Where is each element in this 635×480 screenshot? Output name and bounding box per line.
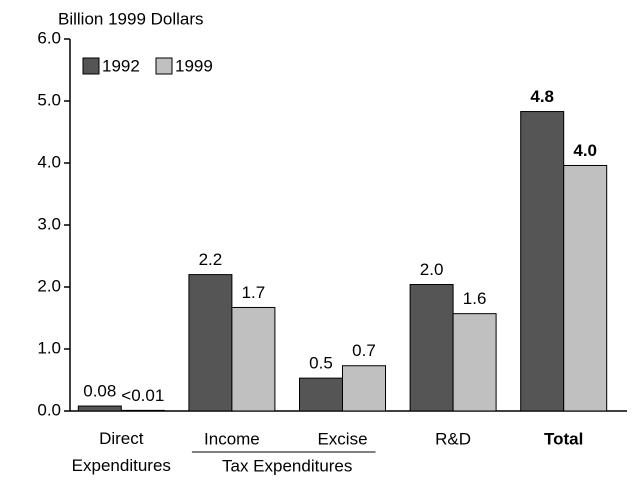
x-tick-label: Total [544,429,583,448]
bar [299,377,343,412]
legend-label: 1992 [102,56,140,75]
y-tick-label: 1.0 [37,338,61,357]
legend-swatch [82,57,100,75]
y-tick-label: 6.0 [37,28,61,47]
bar [342,365,386,412]
bar [77,405,122,412]
value-label: 4.8 [530,87,554,106]
legend-label: 1999 [175,56,213,75]
bar [563,164,608,412]
bar [452,313,497,412]
value-label: 2.2 [199,250,223,269]
y-tick-label: 4.0 [37,152,61,171]
group-label: Tax Expenditures [222,456,352,475]
value-label: 0.08 [83,382,116,401]
y-tick-label: 2.0 [37,276,61,295]
value-label: 1.6 [463,289,487,308]
bar [231,306,276,412]
y-axis-label: Billion 1999 Dollars [58,9,204,28]
value-label: 0.7 [352,341,376,360]
x-tick-label: Direct Expenditures [72,429,171,475]
value-label: <0.01 [121,386,164,405]
x-tick-label: R&D [435,429,471,448]
value-label: 1.7 [242,283,266,302]
y-tick-label: 3.0 [37,214,61,233]
value-label: 2.0 [420,260,444,279]
x-tick-label: Income [204,429,260,448]
y-tick-label: 0.0 [37,400,61,419]
bar [520,111,565,412]
bar [188,274,233,412]
legend-swatch [155,57,173,75]
value-label: 0.5 [309,354,333,373]
value-label: 4.0 [573,141,597,160]
bar [120,409,165,412]
bar [409,284,454,412]
x-tick-label: Excise [317,429,367,448]
y-tick-label: 5.0 [37,90,61,109]
